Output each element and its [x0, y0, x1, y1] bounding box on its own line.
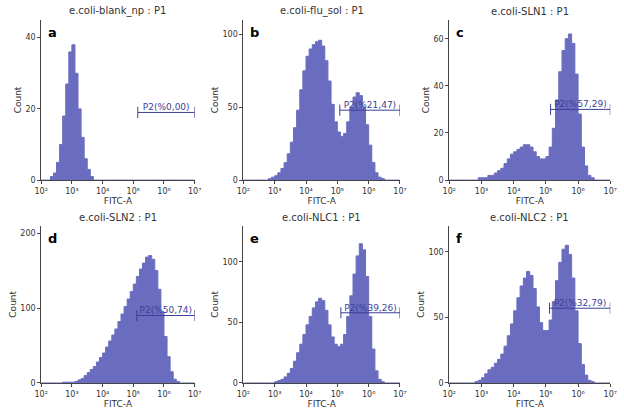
- svg-text:10³: 10³: [65, 390, 78, 399]
- svg-text:10⁶: 10⁶: [157, 187, 170, 196]
- svg-text:50: 50: [228, 103, 238, 112]
- svg-text:10⁷: 10⁷: [604, 187, 617, 196]
- svg-text:10³: 10³: [475, 187, 488, 196]
- svg-text:10⁴: 10⁴: [507, 390, 520, 399]
- svg-text:P2(%39,26): P2(%39,26): [344, 303, 397, 313]
- svg-text:0: 0: [439, 379, 444, 388]
- svg-text:P2(%21,47): P2(%21,47): [344, 100, 397, 110]
- svg-text:10⁶: 10⁶: [362, 187, 375, 196]
- svg-text:e.coli-NLC1 : P1: e.coli-NLC1 : P1: [282, 212, 361, 223]
- svg-text:10⁶: 10⁶: [362, 390, 375, 399]
- svg-text:10²: 10²: [443, 187, 456, 196]
- svg-text:100: 100: [222, 30, 237, 39]
- svg-text:10⁷: 10⁷: [604, 390, 617, 399]
- svg-text:FITC-A: FITC-A: [516, 399, 545, 409]
- svg-text:40: 40: [25, 33, 35, 42]
- svg-text:e: e: [250, 231, 259, 246]
- svg-text:0: 0: [439, 176, 444, 185]
- svg-text:100: 100: [222, 258, 237, 267]
- svg-text:20: 20: [433, 129, 443, 138]
- svg-text:40: 40: [433, 82, 443, 91]
- svg-text:10⁷: 10⁷: [393, 187, 406, 196]
- svg-text:FITC-A: FITC-A: [516, 196, 545, 206]
- svg-text:10³: 10³: [268, 390, 281, 399]
- svg-text:10⁴: 10⁴: [96, 187, 109, 196]
- svg-text:200: 200: [20, 229, 35, 238]
- svg-text:e.coli-SLN1 : P1: e.coli-SLN1 : P1: [491, 6, 569, 17]
- svg-text:10²: 10²: [237, 390, 250, 399]
- svg-text:10⁶: 10⁶: [157, 390, 170, 399]
- svg-text:10⁴: 10⁴: [299, 390, 312, 399]
- svg-text:P2(%50,74): P2(%50,74): [139, 305, 192, 315]
- svg-text:0: 0: [30, 379, 35, 388]
- svg-text:10⁵: 10⁵: [539, 390, 552, 399]
- svg-text:Count: Count: [13, 86, 23, 113]
- svg-text:100: 100: [20, 304, 35, 313]
- svg-text:0: 0: [233, 379, 238, 388]
- svg-text:10³: 10³: [268, 187, 281, 196]
- svg-text:e.coli-blank_np : P1: e.coli-blank_np : P1: [69, 5, 166, 17]
- svg-text:60: 60: [433, 35, 443, 44]
- svg-text:10⁴: 10⁴: [299, 187, 312, 196]
- svg-text:20: 20: [25, 105, 35, 114]
- svg-text:10³: 10³: [65, 187, 78, 196]
- svg-text:b: b: [250, 25, 259, 40]
- svg-text:Count: Count: [210, 86, 220, 113]
- svg-text:10⁵: 10⁵: [331, 187, 344, 196]
- svg-text:10⁵: 10⁵: [127, 187, 140, 196]
- svg-text:FITC-A: FITC-A: [104, 399, 133, 409]
- svg-text:FITC-A: FITC-A: [104, 196, 133, 206]
- svg-text:10⁶: 10⁶: [571, 390, 584, 399]
- svg-text:10⁴: 10⁴: [96, 390, 109, 399]
- svg-text:FITC-A: FITC-A: [308, 196, 337, 206]
- svg-text:d: d: [48, 231, 57, 246]
- svg-text:c: c: [456, 25, 464, 40]
- svg-text:50: 50: [433, 313, 443, 322]
- svg-text:10³: 10³: [475, 390, 488, 399]
- svg-text:10⁷: 10⁷: [188, 390, 201, 399]
- svg-text:10⁵: 10⁵: [539, 187, 552, 196]
- svg-text:f: f: [456, 231, 462, 246]
- svg-text:10⁷: 10⁷: [393, 390, 406, 399]
- svg-text:10⁷: 10⁷: [188, 187, 201, 196]
- svg-text:10⁵: 10⁵: [127, 390, 140, 399]
- svg-text:0: 0: [30, 176, 35, 185]
- svg-text:P2(%0,00): P2(%0,00): [143, 102, 190, 112]
- svg-text:a: a: [48, 25, 57, 40]
- svg-text:FITC-A: FITC-A: [308, 399, 337, 409]
- svg-text:100: 100: [428, 248, 443, 257]
- svg-text:10²: 10²: [34, 187, 47, 196]
- svg-text:10²: 10²: [34, 390, 47, 399]
- svg-text:e.coli-flu_sol : P1: e.coli-flu_sol : P1: [280, 5, 364, 17]
- svg-text:10⁴: 10⁴: [507, 187, 520, 196]
- svg-text:P2(%57,29): P2(%57,29): [554, 99, 607, 109]
- svg-text:10⁵: 10⁵: [331, 390, 344, 399]
- svg-text:50: 50: [228, 318, 238, 327]
- svg-text:e.coli-NLC2 : P1: e.coli-NLC2 : P1: [490, 212, 569, 223]
- svg-text:0: 0: [233, 176, 238, 185]
- svg-text:10⁶: 10⁶: [571, 187, 584, 196]
- svg-text:Count: Count: [416, 290, 426, 317]
- svg-text:10²: 10²: [443, 390, 456, 399]
- svg-text:Count: Count: [421, 86, 431, 113]
- svg-text:Count: Count: [8, 290, 18, 317]
- svg-text:e.coli-SLN2 : P1: e.coli-SLN2 : P1: [79, 212, 157, 223]
- svg-text:10²: 10²: [237, 187, 250, 196]
- svg-text:Count: Count: [210, 290, 220, 317]
- svg-text:P2(%32,79): P2(%32,79): [554, 298, 607, 308]
